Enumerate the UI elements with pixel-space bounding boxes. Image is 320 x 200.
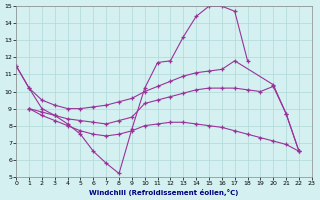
X-axis label: Windchill (Refroidissement éolien,°C): Windchill (Refroidissement éolien,°C) xyxy=(89,189,239,196)
